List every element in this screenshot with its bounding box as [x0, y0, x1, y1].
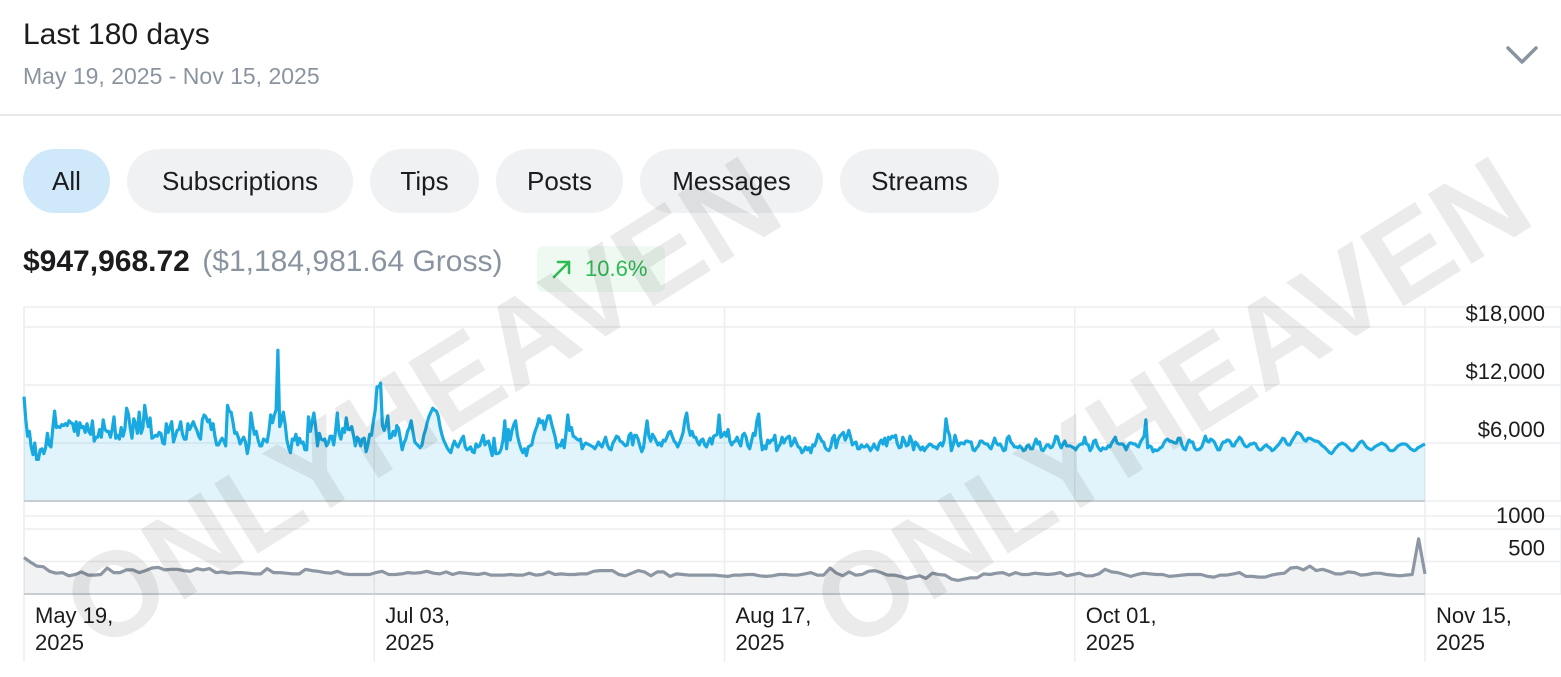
- x-tick-label: May 19,: [35, 603, 113, 628]
- x-tick-label: 2025: [1436, 630, 1485, 655]
- tab-all[interactable]: All: [23, 149, 110, 213]
- x-tick-label: Oct 01,: [1086, 603, 1157, 628]
- x-tick-label: 2025: [1086, 630, 1135, 655]
- x-tick-label: Jul 03,: [385, 603, 450, 628]
- x-tick-label: 2025: [35, 630, 84, 655]
- tab-subscriptions[interactable]: Subscriptions: [127, 149, 353, 213]
- tab-posts[interactable]: Posts: [496, 149, 623, 213]
- date-range-header[interactable]: Last 180 days May 19, 2025 - Nov 15, 202…: [0, 0, 1561, 116]
- arrow-up-right-icon: [552, 260, 571, 279]
- chevron-down-icon[interactable]: [1502, 40, 1542, 72]
- earnings-series-area: [24, 350, 1425, 501]
- gross-earnings: ($1,184,981.64 Gross): [202, 245, 503, 278]
- change-percent: 10.6%: [585, 256, 648, 281]
- earnings-summary: $947,968.72 ($1,184,981.64 Gross) 10.6%: [23, 245, 665, 293]
- y-tick-label: $6,000: [1478, 417, 1545, 442]
- y-tick-label: 500: [1508, 536, 1545, 561]
- x-tick-label: Aug 17,: [736, 603, 812, 628]
- change-badge: 10.6%: [537, 246, 665, 292]
- tab-tips[interactable]: Tips: [370, 149, 479, 213]
- net-earnings: $947,968.72: [23, 245, 190, 278]
- y-tick-label: $12,000: [1465, 359, 1545, 384]
- period-title: Last 180 days: [23, 18, 210, 51]
- tab-messages[interactable]: Messages: [640, 149, 823, 213]
- y-tick-label: 1000: [1496, 503, 1545, 528]
- x-tick-label: 2025: [385, 630, 434, 655]
- date-range-text: May 19, 2025 - Nov 15, 2025: [23, 63, 320, 89]
- y-tick-label: $18,000: [1465, 301, 1545, 326]
- x-tick-label: 2025: [736, 630, 785, 655]
- tab-streams[interactable]: Streams: [840, 149, 999, 213]
- x-tick-label: Nov 15,: [1436, 603, 1512, 628]
- earnings-series-line: [22, 348, 1426, 461]
- count-series-area: [24, 538, 1425, 594]
- count-series-line: [23, 537, 1427, 582]
